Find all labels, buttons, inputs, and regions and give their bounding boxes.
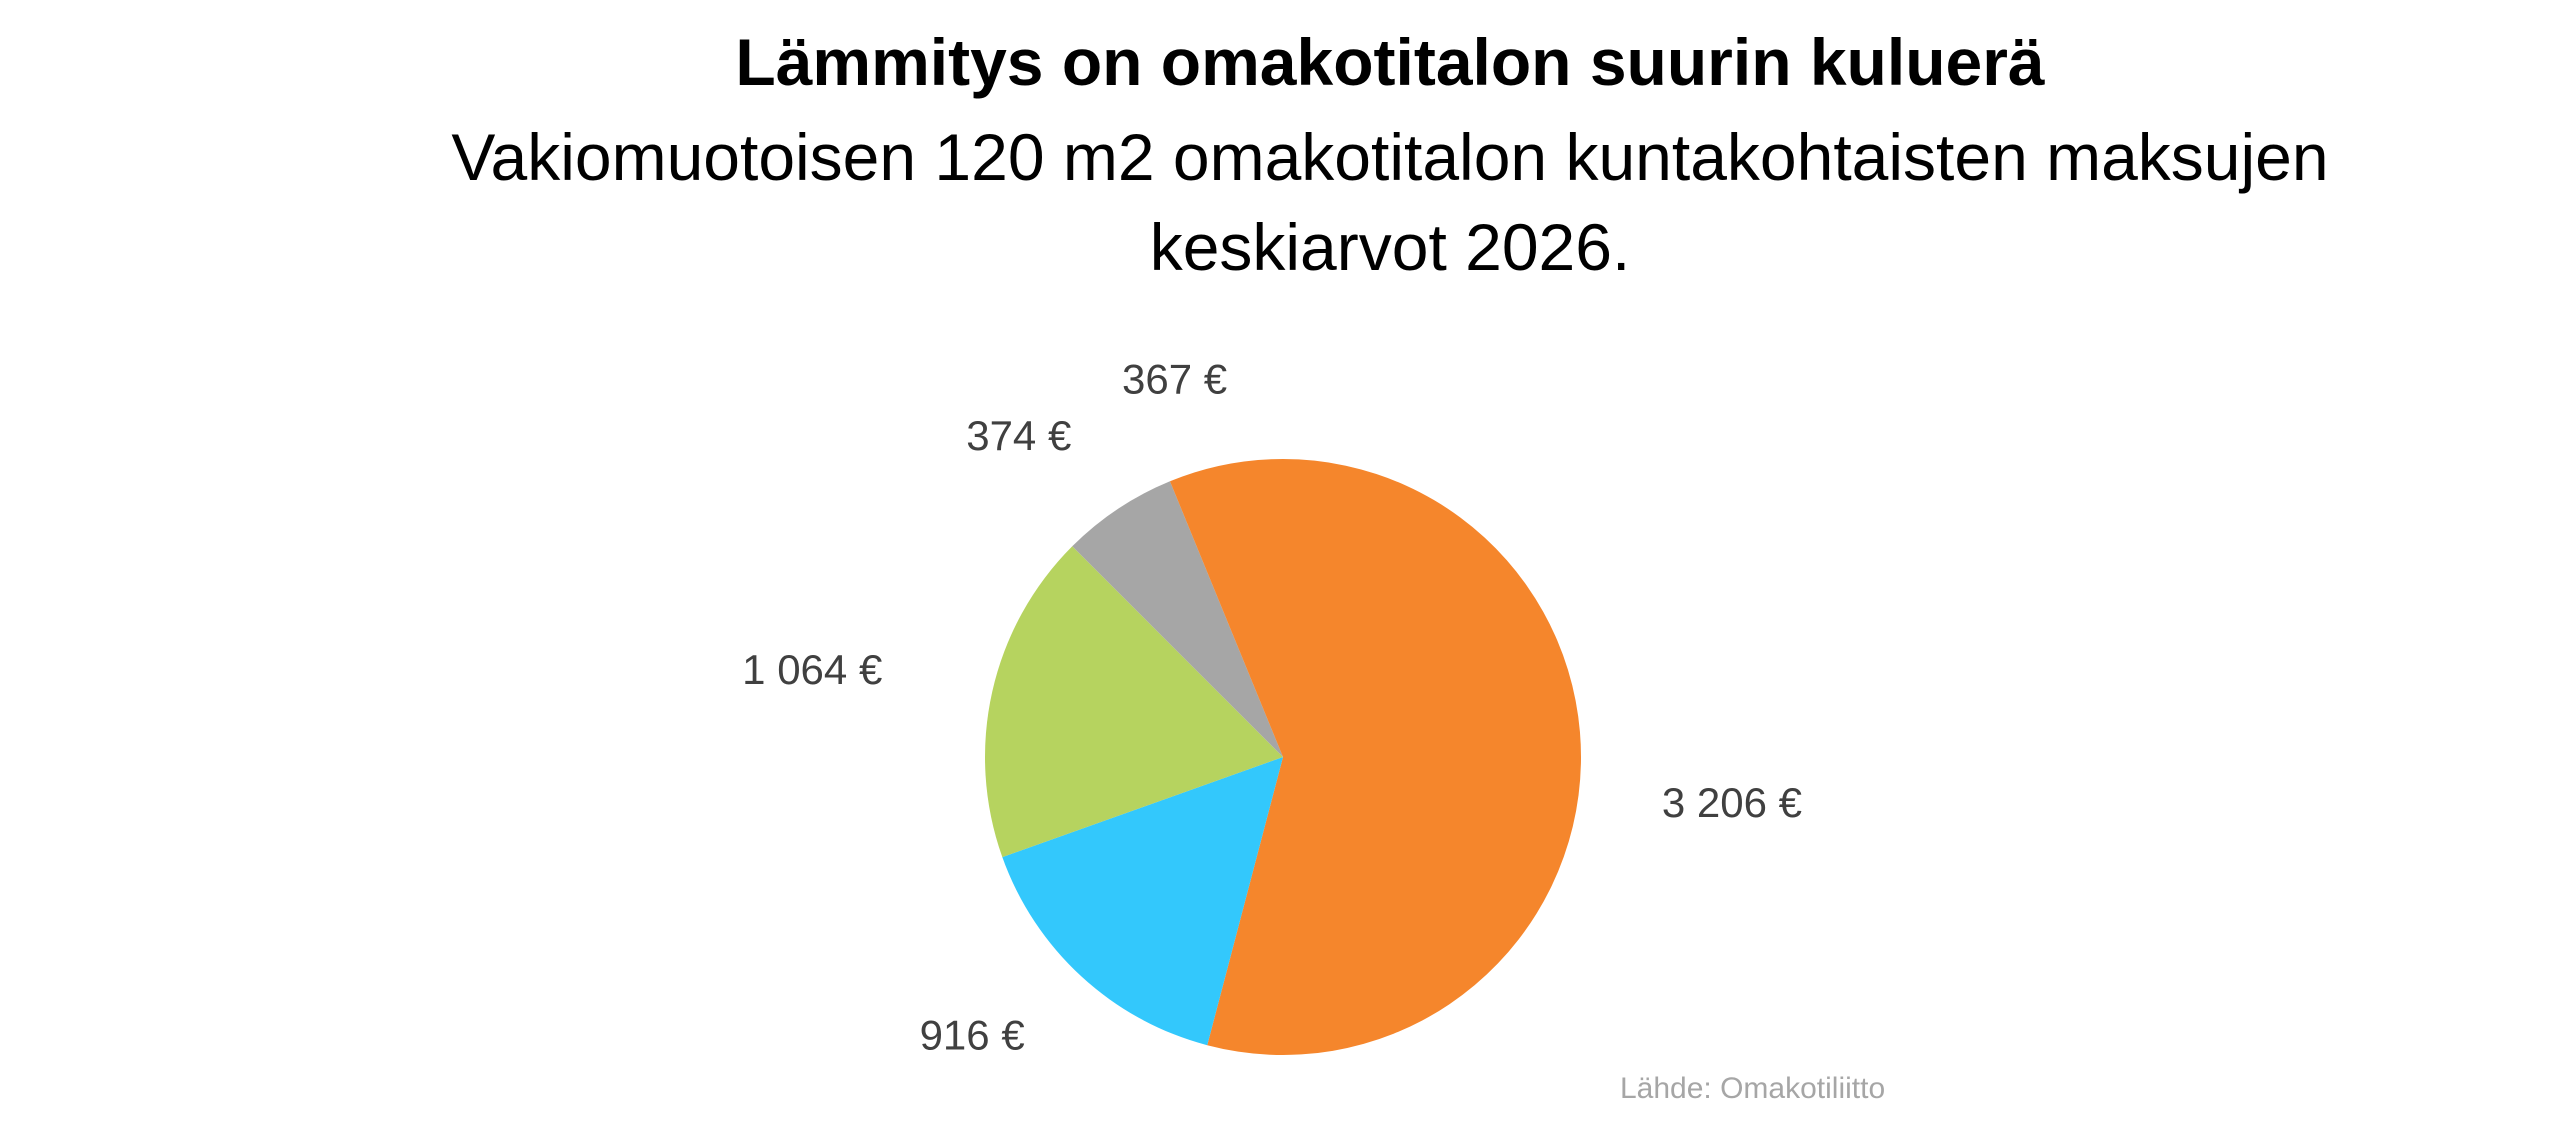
pie-slice (1072, 481, 1283, 757)
pie-slice (1002, 757, 1283, 1046)
slice-value-label: 3 206 € (1662, 779, 1802, 826)
chart-subtitle: Vakiomuotoisen 120 m2 omakotitalon kunta… (451, 120, 2329, 284)
pie-slice (1169, 459, 1283, 757)
pie-slice (1207, 459, 1582, 1056)
slice-value-label: 367 € (1122, 355, 1227, 402)
pie-slices (985, 459, 1582, 1056)
chart-title: Lämmitys on omakotitalon suurin kuluerä (735, 25, 2045, 99)
source-note: Lähde: Omakotiliitto (1620, 1072, 1886, 1105)
slice-value-label: 916 € (920, 1012, 1025, 1059)
slice-value-label: 1 064 € (742, 646, 882, 693)
pie-slice (985, 546, 1283, 858)
slice-value-label: 374 € (966, 412, 1071, 459)
pie-labels: 3 206 € 916 € 1 064 € 374 € 367 € (742, 355, 1802, 1058)
